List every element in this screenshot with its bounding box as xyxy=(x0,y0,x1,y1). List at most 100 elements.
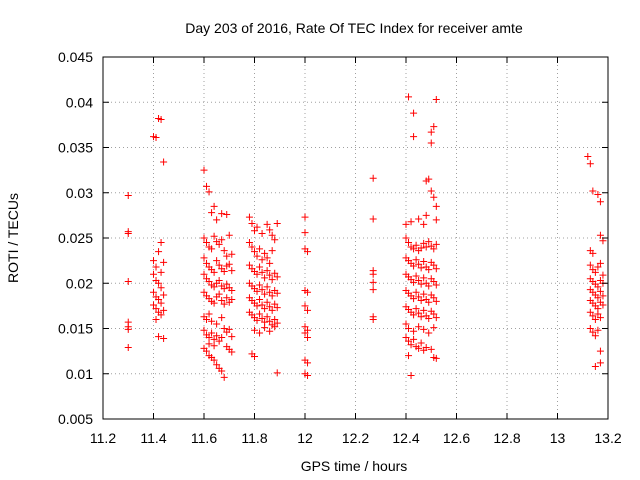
data-point xyxy=(213,332,221,340)
data-point xyxy=(594,263,602,271)
data-point xyxy=(251,353,258,361)
data-point xyxy=(203,259,211,267)
data-point xyxy=(304,288,312,296)
data-point xyxy=(425,298,433,306)
data-point xyxy=(586,160,594,168)
data-point xyxy=(596,198,604,206)
data-point xyxy=(304,248,312,256)
data-point xyxy=(369,286,377,294)
data-point xyxy=(266,271,274,279)
data-point xyxy=(301,229,309,237)
data-point xyxy=(256,329,264,337)
x-tick-label: 12.6 xyxy=(443,430,470,446)
x-tick-label: 13.2 xyxy=(594,430,621,446)
data-point xyxy=(251,227,258,235)
data-point xyxy=(405,337,413,345)
data-point xyxy=(273,273,281,281)
data-point xyxy=(420,274,428,282)
data-point xyxy=(432,216,440,224)
data-point xyxy=(425,315,433,323)
data-point xyxy=(586,261,594,269)
y-tick-label: 0.025 xyxy=(58,230,93,246)
data-point xyxy=(430,294,438,302)
data-point xyxy=(256,281,264,289)
data-point xyxy=(218,296,226,304)
x-tick-label: 12.2 xyxy=(342,430,369,446)
data-point xyxy=(301,302,309,310)
data-point xyxy=(155,296,163,304)
data-point xyxy=(213,361,221,369)
data-point xyxy=(150,301,157,309)
data-point xyxy=(228,333,236,341)
data-point xyxy=(594,191,602,199)
data-point xyxy=(415,344,423,352)
data-point xyxy=(412,305,420,313)
data-point xyxy=(228,250,236,258)
data-point xyxy=(420,239,428,247)
data-point xyxy=(420,306,428,314)
data-point xyxy=(210,283,218,291)
data-point xyxy=(369,215,377,223)
data-point xyxy=(258,229,266,237)
data-point xyxy=(225,231,233,239)
data-point xyxy=(208,329,216,337)
data-point xyxy=(599,301,607,309)
data-point xyxy=(589,312,597,320)
x-axis-title: GPS time / hours xyxy=(301,458,408,474)
data-point xyxy=(213,216,221,224)
data-point xyxy=(266,317,274,325)
data-point xyxy=(432,265,440,273)
data-point xyxy=(160,291,168,299)
data-point xyxy=(589,249,597,257)
data-point xyxy=(589,187,597,195)
data-point xyxy=(301,329,309,337)
data-point xyxy=(213,257,221,265)
data-point xyxy=(415,215,423,223)
data-point xyxy=(430,245,438,253)
data-point xyxy=(253,252,261,260)
data-point xyxy=(432,281,440,289)
data-point xyxy=(273,319,281,327)
data-point xyxy=(220,325,228,332)
data-point xyxy=(412,256,420,264)
data-point xyxy=(427,187,435,195)
data-point xyxy=(150,257,157,265)
data-point xyxy=(415,277,423,285)
data-point xyxy=(407,218,415,226)
data-point xyxy=(402,320,410,328)
data-point xyxy=(253,302,261,310)
data-point xyxy=(402,234,410,242)
data-point xyxy=(215,337,223,345)
data-point xyxy=(369,270,377,278)
data-point xyxy=(417,244,425,252)
data-point xyxy=(432,314,440,322)
data-point xyxy=(369,174,377,182)
data-point xyxy=(417,280,425,288)
data-point xyxy=(405,325,413,332)
data-point xyxy=(205,188,213,196)
data-point xyxy=(432,297,440,305)
data-point xyxy=(215,290,223,298)
y-tick-label: 0.02 xyxy=(66,275,93,291)
data-point xyxy=(425,266,433,274)
y-tick-label: 0.01 xyxy=(66,366,93,382)
data-point xyxy=(258,315,266,323)
data-point xyxy=(417,296,425,304)
y-tick-label: 0.005 xyxy=(58,411,93,427)
data-point xyxy=(200,270,208,278)
data-point xyxy=(228,286,236,294)
data-point xyxy=(205,310,213,318)
data-point xyxy=(205,340,213,348)
data-point xyxy=(228,267,236,275)
data-point xyxy=(200,166,208,174)
data-point xyxy=(228,296,236,304)
data-point xyxy=(420,325,428,333)
data-point xyxy=(218,334,226,342)
data-point xyxy=(248,243,256,251)
data-point xyxy=(430,261,438,269)
data-point xyxy=(253,287,261,295)
data-point xyxy=(412,241,420,249)
data-point xyxy=(203,182,211,190)
data-point xyxy=(253,316,261,324)
